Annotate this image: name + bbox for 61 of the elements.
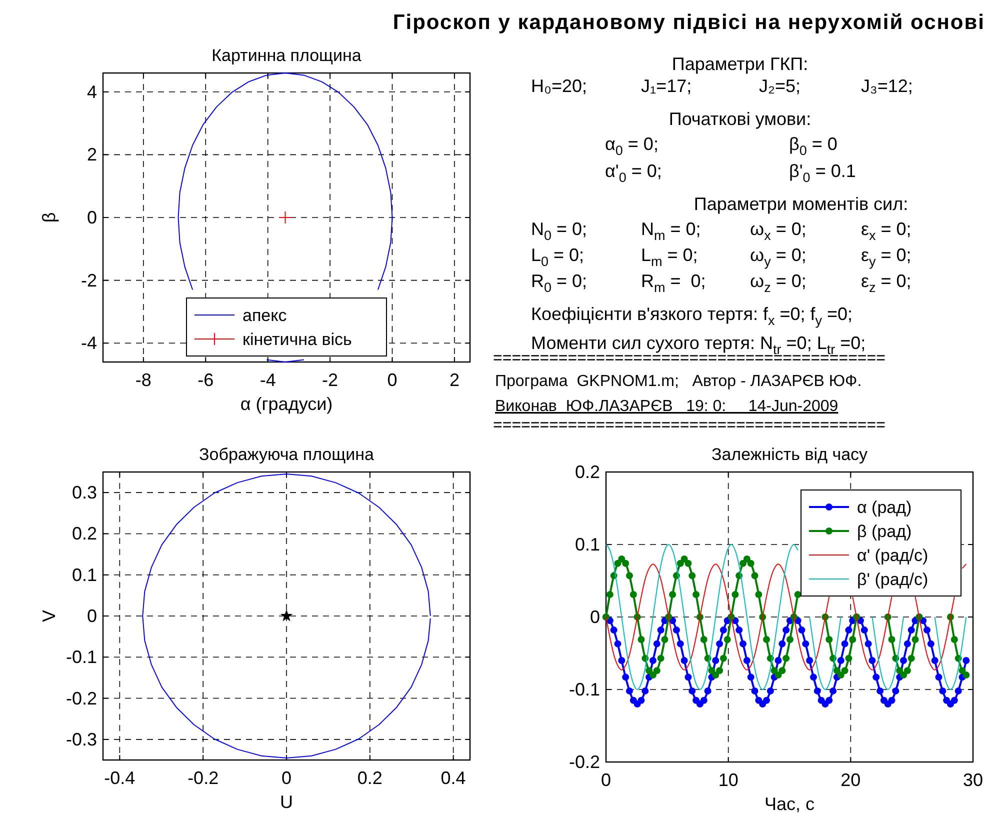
y-tick-label: 4 [86, 82, 97, 102]
x-tick-label: -6 [198, 370, 214, 390]
text: H₀=20; J₁=17; J₂=5; J₃=12; [531, 76, 913, 96]
x-tick-label: 0 [387, 370, 398, 390]
y-tick-label: 2 [86, 144, 97, 165]
y-tick-label: 0 [86, 606, 97, 626]
y-axis-title: V [39, 610, 59, 622]
text: L$_{0}$ = 0; L$_{m}$ = 0; ω$_{y}$ = 0; ε$_{y}$ = 0; [531, 245, 912, 269]
text: Гіроскоп у кардановому підвісі на нерухомій основі [392, 11, 985, 34]
y-tick-label: -4 [80, 333, 97, 354]
legend-label: α (рад) [857, 498, 912, 517]
text: α$_{0}$ = 0; β$_{0}$ = 0 [605, 134, 838, 158]
text: Моменти сил сухого тертя: N$_{tr}$ =0; L$_{tr}$ =0; [531, 333, 866, 357]
chart-title: Зображуюча площина [199, 445, 375, 464]
x-tick-label: -8 [135, 370, 152, 390]
x-tick-label: 0 [281, 768, 292, 788]
x-tick-label: 0.4 [440, 768, 466, 788]
x-tick-label: -0.2 [188, 768, 219, 788]
y-tick-label: -0.2 [66, 688, 97, 708]
y-tick-label: -0.1 [568, 680, 600, 700]
x-tick-label: 2 [449, 370, 460, 390]
text: Параметри ГКП: [672, 54, 808, 74]
y-tick-label: 0.2 [72, 524, 97, 544]
y-tick-label: 0 [86, 208, 97, 228]
y-tick-label: 0.1 [72, 564, 97, 585]
x-tick-label: -2 [322, 370, 338, 390]
y-tick-label: 0.2 [574, 462, 600, 482]
chart-title: Залежність від часу [711, 445, 868, 464]
y-tick-label: 0 [590, 607, 600, 627]
x-tick-label: 20 [840, 770, 861, 790]
text: ========================================== [493, 417, 886, 434]
legend-label: β' (рад/с) [857, 570, 928, 589]
x-tick-label: 10 [718, 770, 738, 790]
x-tick-label: -4 [260, 370, 276, 390]
legend-label: β (рад) [857, 522, 912, 541]
x-tick-label: -0.4 [104, 768, 136, 788]
y-tick-label: -2 [80, 270, 97, 290]
text: Програма GKPNOM1.m; Автор - ЛАЗАРЄВ ЮФ. [495, 373, 862, 390]
x-axis-title: α (градуси) [240, 394, 333, 414]
legend-label: апекс [242, 306, 288, 325]
text: N$_{0}$ = 0; N$_{m}$ = 0; ω$_{x}$ = 0; ε$_{x}$ = 0; [531, 219, 912, 243]
text: R$_{0}$ = 0; R$_{m}$ = 0; ω$_{z}$ = 0; ε$_{z}$ = 0; [531, 271, 912, 295]
y-tick-label: -0.3 [66, 729, 97, 750]
legend-label: кінетична вісь [242, 330, 352, 349]
text: α'$_{0}$ = 0; β'$_{0}$ = 0.1 [605, 161, 856, 185]
chart-title: Картинна площина [212, 46, 362, 65]
text: Параметри моментів сил: [694, 194, 908, 214]
text: Початкові умови: [668, 109, 812, 129]
y-tick-label: -0.2 [568, 752, 600, 772]
x-tick-label: 0.2 [357, 768, 382, 788]
x-axis-title: U [280, 792, 293, 812]
x-axis-title: Час, с [764, 794, 815, 814]
text: Коефіцієнти в'язкого тертя: f$_{x}$ =0; f$_{y}$ =0; [531, 304, 853, 328]
line-series [142, 474, 431, 758]
legend-label: α' (рад/с) [857, 546, 928, 565]
x-tick-label: 30 [962, 770, 984, 790]
y-tick-label: 0.1 [574, 534, 600, 554]
text: Виконав ЮФ.ЛАЗАРЄВ 19: 0: 14-Jun-2009 [495, 398, 838, 415]
y-tick-label: -0.1 [66, 647, 97, 668]
y-tick-label: 0.3 [72, 482, 97, 503]
y-axis-title: β [39, 212, 59, 223]
